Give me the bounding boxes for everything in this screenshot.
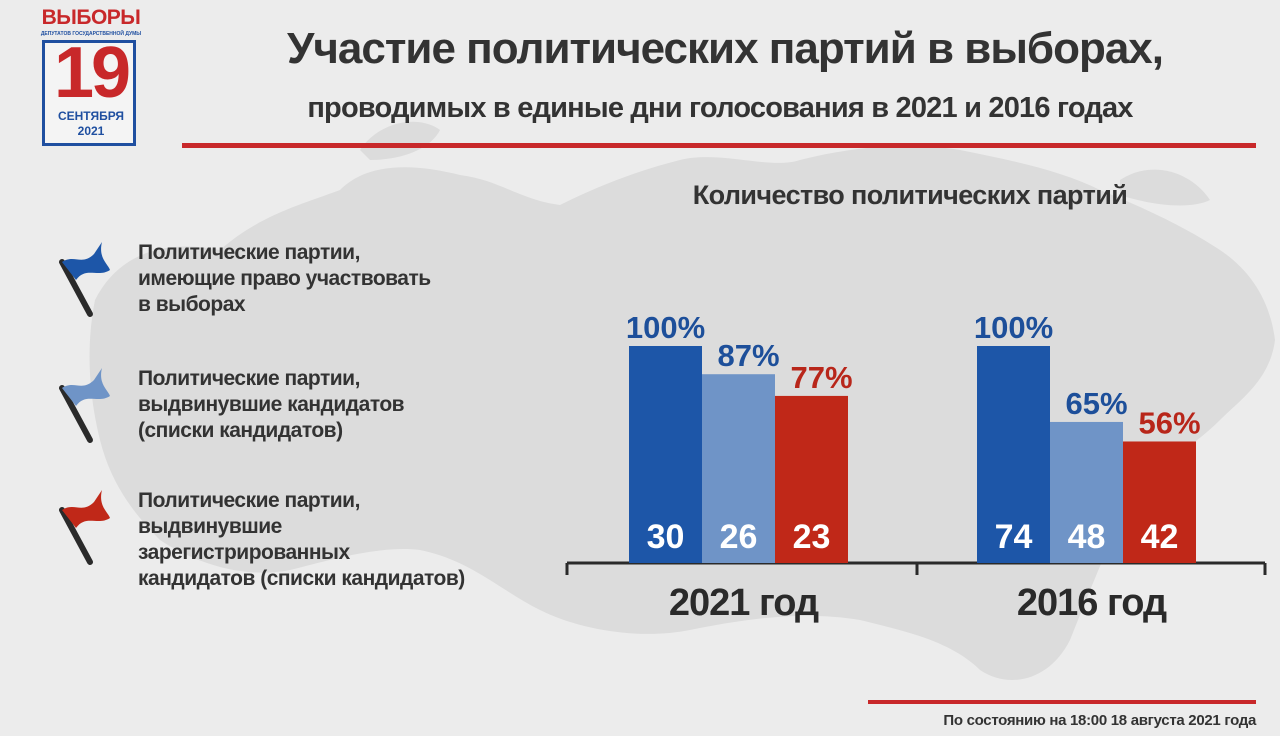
bar-value-label: 23 <box>793 518 831 556</box>
legend-line: выдвинувшие кандидатов <box>138 393 405 416</box>
legend-label: Политические партии, выдвинувшие зарегис… <box>138 488 518 592</box>
bar-percent-label: 100% <box>974 310 1053 345</box>
flag-icon <box>59 368 110 443</box>
bar-value-label: 26 <box>720 518 758 556</box>
bar-value-label: 74 <box>995 518 1033 556</box>
logo-day: 19 <box>53 33 131 113</box>
legend-line: выдвинувшие <box>138 515 282 538</box>
bar <box>629 346 702 563</box>
bar-percent-label: 87% <box>717 338 779 373</box>
bar <box>1123 441 1196 563</box>
logo-word: ВЫБОРЫ <box>41 6 141 29</box>
logo-frame <box>42 40 136 146</box>
legend-line: Политические партии, <box>138 489 360 512</box>
bar <box>702 374 775 563</box>
logo-month: СЕНТЯБРЯ <box>57 109 125 123</box>
legend-item: Политические партии, выдвинувшие зарегис… <box>52 488 522 598</box>
flag-icon <box>59 490 110 565</box>
bar-percent-label: 65% <box>1065 386 1127 421</box>
title-divider <box>182 143 1256 148</box>
legend-line: Политические партии, <box>138 367 360 390</box>
bar <box>775 395 848 563</box>
chart-title: Количество политических партий <box>692 180 1128 210</box>
bar-percent-label: 77% <box>790 360 852 395</box>
legend-label: Политические партии, выдвинувшие кандида… <box>138 366 518 444</box>
page-title: Участие политических партий в выборах, <box>287 24 1164 73</box>
bar <box>977 346 1050 563</box>
bar-percent-label: 100% <box>626 310 705 345</box>
legend-line: кандидатов (списки кандидатов) <box>138 567 465 590</box>
category-label: 2016 год <box>1017 582 1167 624</box>
legend-line: в выборах <box>138 293 246 316</box>
category-label: 2021 год <box>669 582 819 624</box>
legend-label: Политические партии, имеющие право участ… <box>138 240 518 318</box>
flag-icon <box>59 242 110 317</box>
legend-item: Политические партии, имеющие право участ… <box>52 240 522 350</box>
footer-divider <box>868 700 1256 704</box>
bar-value-label: 30 <box>647 518 685 556</box>
page-subtitle: проводимых в единые дни голосования в 20… <box>307 92 1133 124</box>
bar-value-label: 48 <box>1068 518 1106 556</box>
legend-line: (списки кандидатов) <box>138 419 343 442</box>
bar-value-label: 42 <box>1141 518 1179 556</box>
footer-note: По состоянию на 18:00 18 августа 2021 го… <box>943 712 1256 729</box>
legend-line: зарегистрированных <box>138 541 350 564</box>
legend-line: имеющие право участвовать <box>138 267 431 290</box>
elections-logo: ВЫБОРЫ ДЕПУТАТОВ ГОСУДАРСТВЕННОЙ ДУМЫ 19… <box>40 6 142 146</box>
bar <box>1050 421 1123 563</box>
legend-line: Политические партии, <box>138 241 360 264</box>
legend-item: Политические партии, выдвинувшие кандида… <box>52 366 522 476</box>
logo-year: 2021 <box>77 124 105 138</box>
bar-percent-label: 56% <box>1138 405 1200 440</box>
logo-subtitle: ДЕПУТАТОВ ГОСУДАРСТВЕННОЙ ДУМЫ <box>40 31 142 37</box>
